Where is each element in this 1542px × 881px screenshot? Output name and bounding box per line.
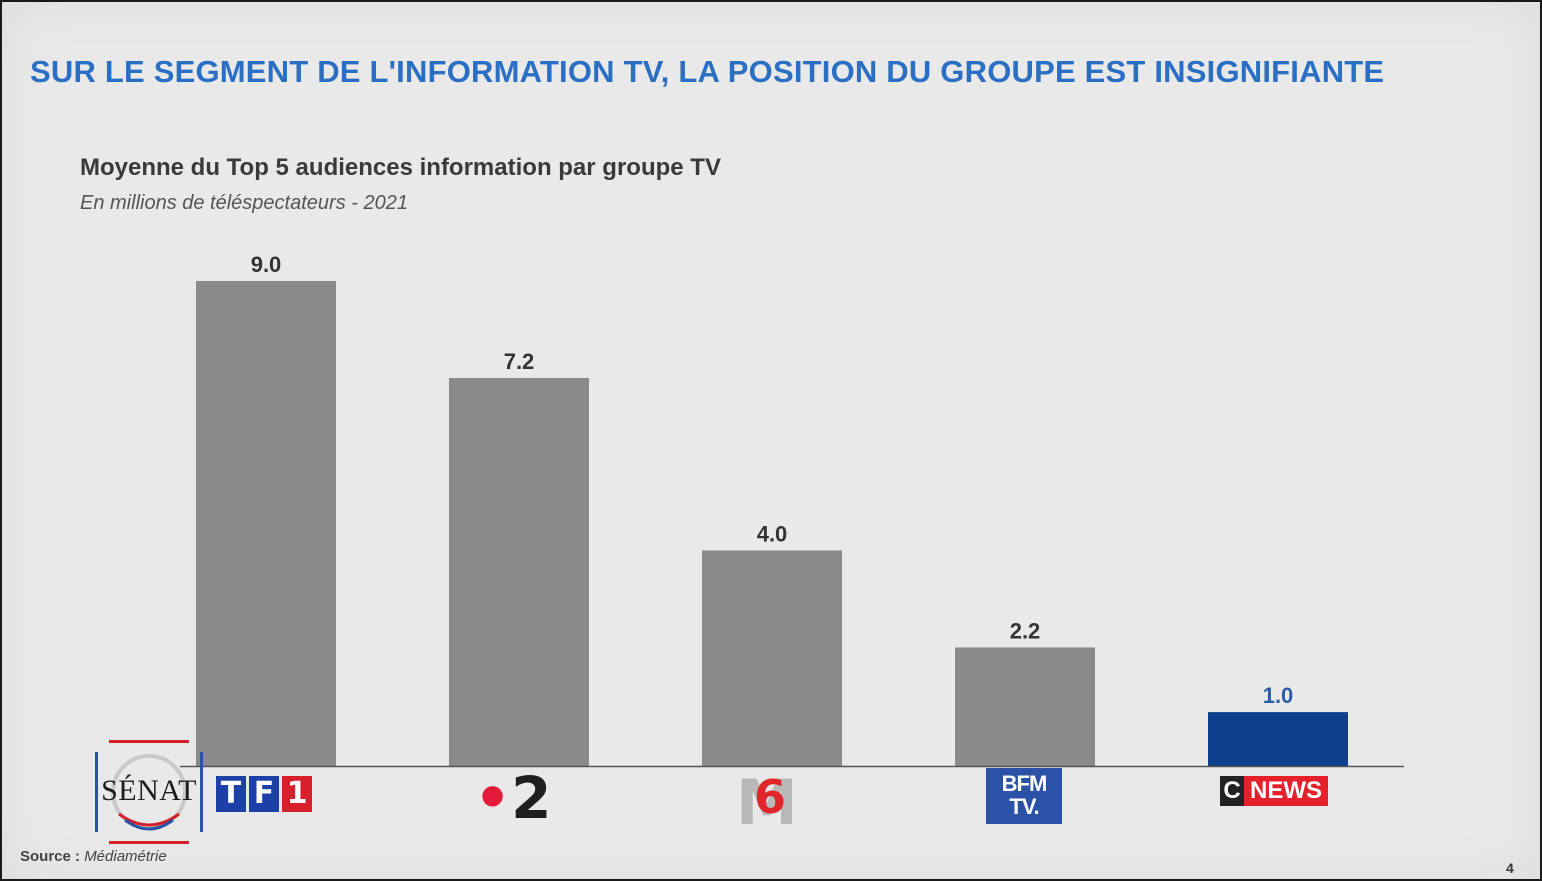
senat-red-bar bbox=[109, 841, 189, 844]
cnews-logo-c: C bbox=[1220, 776, 1244, 806]
tf1-logo-letter: 1 bbox=[282, 776, 312, 812]
data-label: 2.2 bbox=[1010, 618, 1041, 643]
bar-cnews bbox=[1208, 712, 1348, 766]
senat-blue-bar bbox=[95, 752, 98, 832]
senat-blue-bar bbox=[200, 752, 203, 832]
m6-logo-six: 6 bbox=[754, 770, 787, 824]
senat-red-bar bbox=[109, 740, 189, 743]
m6-logo: M 6 bbox=[736, 766, 806, 839]
cnews-logo-word: NEWS bbox=[1244, 776, 1328, 806]
data-label: 7.2 bbox=[504, 349, 535, 374]
data-label: 9.0 bbox=[251, 252, 282, 277]
source-value: Médiamétrie bbox=[84, 848, 167, 865]
bar-france-2 bbox=[449, 378, 589, 766]
senat-watermark: SÉNAT bbox=[95, 740, 203, 844]
bfmtv-logo-line: BFM bbox=[1001, 771, 1048, 796]
tf1-logo-letter: T bbox=[216, 776, 246, 812]
data-label: 4.0 bbox=[757, 521, 788, 546]
slide-headline: SUR LE SEGMENT DE L'INFORMATION TV, LA P… bbox=[30, 54, 1385, 89]
bar-bfm-tv bbox=[955, 647, 1095, 766]
m6-logo-m: M bbox=[736, 766, 798, 839]
senat-wordmark: SÉNAT bbox=[101, 774, 197, 807]
bfmtv-logo: BFM TV. bbox=[986, 768, 1062, 824]
data-label: 1.0 bbox=[1263, 683, 1294, 708]
bfmtv-logo-line: TV. bbox=[1009, 794, 1039, 819]
tf1-logo: T F 1 bbox=[216, 776, 312, 812]
france2-logo-number: 2 bbox=[511, 764, 552, 832]
tf1-logo-letter: F bbox=[249, 776, 279, 812]
chart-subtitle: En millions de téléspectateurs - 2021 bbox=[80, 192, 408, 214]
france2-logo-dot: • bbox=[474, 764, 512, 832]
bar-m6 bbox=[702, 550, 842, 766]
senat-emblem-icon bbox=[111, 754, 187, 831]
source-label: Source : bbox=[20, 848, 81, 865]
page-number: 4 bbox=[1506, 860, 1514, 876]
chart-title: Moyenne du Top 5 audiences information p… bbox=[80, 154, 721, 181]
france2-logo: •2 bbox=[474, 764, 551, 832]
bar-tf1 bbox=[196, 281, 336, 766]
cnews-logo: C NEWS bbox=[1220, 776, 1328, 806]
source-note: Source : Médiamétrie bbox=[20, 848, 167, 865]
